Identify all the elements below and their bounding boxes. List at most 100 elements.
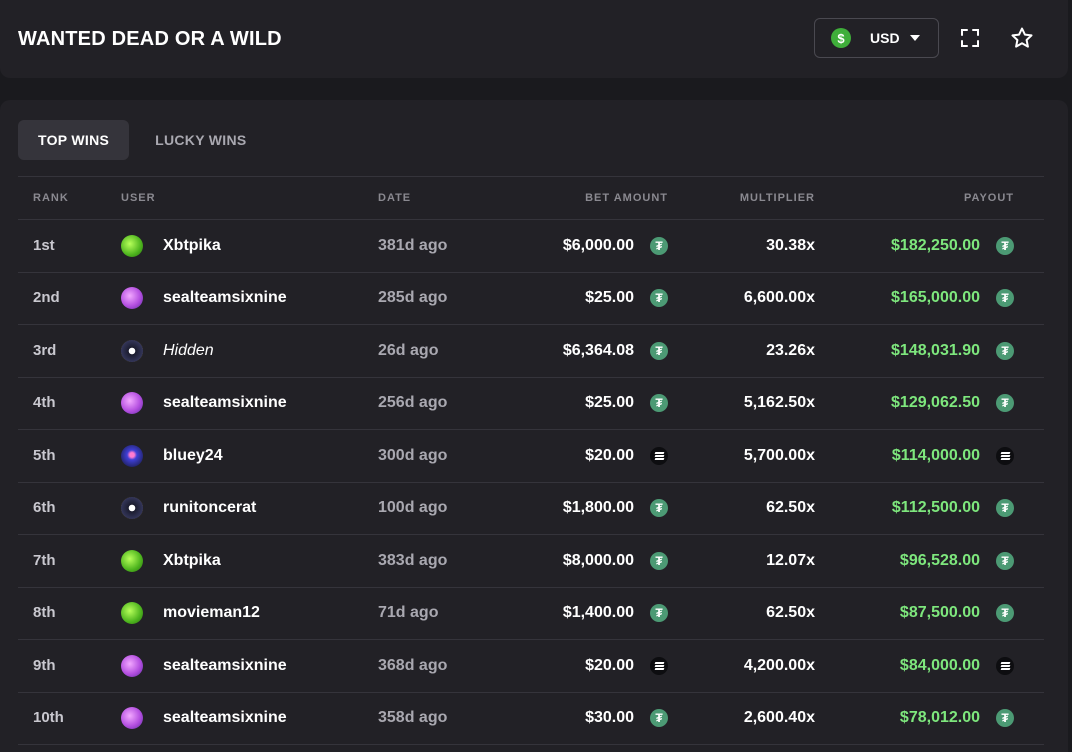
bet-amount: $1,800.00 (562, 499, 634, 517)
tab-top-wins[interactable]: TOP WINS (18, 120, 130, 160)
payout: $165,000.00 (891, 289, 980, 307)
username[interactable]: sealteamsixnine (163, 289, 287, 307)
avatar[interactable] (121, 602, 143, 625)
rank: 3rd (33, 341, 57, 359)
date: 368d ago (378, 656, 448, 674)
rank: 1st (33, 236, 55, 254)
table-header: RANK USER DATE BET AMOUNT MULTIPLIER PAY… (18, 176, 1044, 220)
multiplier: 2,600.40x (743, 709, 815, 727)
column-user: USER (121, 192, 156, 204)
currency-select[interactable]: $ USD (814, 18, 939, 58)
multiplier: 5,162.50x (743, 394, 815, 412)
tether-coin-icon: ₮ (650, 709, 668, 728)
tether-coin-icon: ₮ (996, 604, 1014, 623)
multiplier: 23.26x (766, 341, 815, 359)
avatar[interactable] (121, 444, 143, 467)
avatar[interactable] (121, 654, 143, 677)
avatar[interactable] (121, 497, 143, 520)
payout: $96,528.00 (899, 551, 980, 569)
multiplier: 30.38x (766, 236, 815, 254)
currency-label: USD (870, 30, 900, 46)
avatar[interactable] (121, 234, 143, 257)
fullscreen-button[interactable] (958, 26, 982, 50)
payout: $87,500.00 (899, 604, 980, 622)
username[interactable]: Xbtpika (163, 236, 221, 254)
column-multiplier: MULTIPLIER (739, 192, 815, 204)
username[interactable]: Xbtpika (163, 551, 221, 569)
table-row[interactable]: 2nd sealteamsixnine 285d ago $25.00 ₮ 6,… (18, 273, 1044, 325)
tether-coin-icon: ₮ (650, 604, 668, 623)
date: 358d ago (378, 709, 448, 727)
multiplier: 62.50x (766, 499, 815, 517)
payout: $78,012.00 (899, 709, 980, 727)
multiplier: 62.50x (766, 604, 815, 622)
favorite-button[interactable] (1010, 26, 1034, 50)
avatar[interactable] (121, 339, 143, 362)
table-row[interactable]: 3rd Hidden 26d ago $6,364.08 ₮ 23.26x $1… (18, 325, 1044, 378)
date: 300d ago (378, 446, 448, 464)
table-row[interactable]: 5th bluey24 300d ago $20.00 5,700.00x $1… (18, 430, 1044, 483)
table-row[interactable]: 10th sealteamsixnine 358d ago $30.00 ₮ 2… (18, 693, 1044, 745)
table-row[interactable]: 7th Xbtpika 383d ago $8,000.00 ₮ 12.07x … (18, 535, 1044, 588)
bet-amount: $1,400.00 (562, 604, 634, 622)
tether-coin-icon: ₮ (996, 499, 1014, 518)
payout: $112,500.00 (891, 499, 980, 517)
tab-lucky-wins[interactable]: LUCKY WINS (155, 132, 247, 148)
tether-coin-icon: ₮ (650, 289, 668, 308)
bet-amount: $25.00 (585, 394, 634, 412)
table-row[interactable]: 1st Xbtpika 381d ago $6,000.00 ₮ 30.38x … (18, 220, 1044, 273)
username[interactable]: movieman12 (163, 604, 260, 622)
wins-table: RANK USER DATE BET AMOUNT MULTIPLIER PAY… (18, 176, 1044, 745)
username[interactable]: sealteamsixnine (163, 656, 287, 674)
username[interactable]: sealteamsixnine (163, 394, 287, 412)
table-row[interactable]: 6th runitoncerat 100d ago $1,800.00 ₮ 62… (18, 483, 1044, 535)
multiplier: 5,700.00x (743, 446, 815, 464)
tether-coin-icon: ₮ (650, 551, 668, 570)
leaderboard-tabs: TOP WINS LUCKY WINS (18, 120, 267, 160)
payout: $84,000.00 (899, 656, 980, 674)
username[interactable]: sealteamsixnine (163, 709, 287, 727)
tether-coin-icon: ₮ (996, 709, 1014, 728)
column-payout: PAYOUT (963, 192, 1014, 204)
table-row[interactable]: 9th sealteamsixnine 368d ago $20.00 4,20… (18, 640, 1044, 693)
tether-coin-icon: ₮ (996, 551, 1014, 570)
rank: 4th (33, 394, 56, 412)
date: 383d ago (378, 551, 448, 569)
rank: 9th (33, 656, 56, 674)
solana-coin-icon (996, 446, 1014, 465)
avatar[interactable] (121, 287, 143, 310)
bet-amount: $30.00 (585, 709, 634, 727)
tether-coin-icon: ₮ (996, 289, 1014, 308)
tether-coin-icon: ₮ (650, 236, 668, 255)
bet-amount: $20.00 (585, 446, 634, 464)
date: 381d ago (378, 236, 448, 254)
rank: 2nd (33, 289, 60, 307)
date: 256d ago (378, 394, 448, 412)
star-icon (1011, 27, 1033, 48)
table-body: 1st Xbtpika 381d ago $6,000.00 ₮ 30.38x … (18, 220, 1044, 745)
tether-coin-icon: ₮ (996, 236, 1014, 255)
username[interactable]: Hidden (163, 341, 214, 359)
solana-coin-icon (996, 656, 1014, 675)
bet-amount: $20.00 (585, 656, 634, 674)
tether-coin-icon: ₮ (650, 394, 668, 413)
tether-coin-icon: ₮ (996, 341, 1014, 360)
chevron-down-icon (909, 35, 920, 41)
rank: 5th (33, 446, 56, 464)
multiplier: 12.07x (766, 551, 815, 569)
table-row[interactable]: 4th sealteamsixnine 256d ago $25.00 ₮ 5,… (18, 378, 1044, 430)
date: 26d ago (378, 341, 439, 359)
username[interactable]: bluey24 (163, 446, 223, 464)
tether-coin-icon: ₮ (650, 499, 668, 518)
avatar[interactable] (121, 707, 143, 730)
bet-amount: $6,000.00 (562, 236, 634, 254)
table-row[interactable]: 8th movieman12 71d ago $1,400.00 ₮ 62.50… (18, 588, 1044, 640)
rank: 6th (33, 499, 56, 517)
payout: $182,250.00 (891, 236, 980, 254)
column-rank: RANK (33, 192, 69, 204)
username[interactable]: runitoncerat (163, 499, 257, 517)
bet-amount: $25.00 (585, 289, 634, 307)
avatar[interactable] (121, 392, 143, 415)
bet-amount: $8,000.00 (562, 551, 634, 569)
avatar[interactable] (121, 549, 143, 572)
